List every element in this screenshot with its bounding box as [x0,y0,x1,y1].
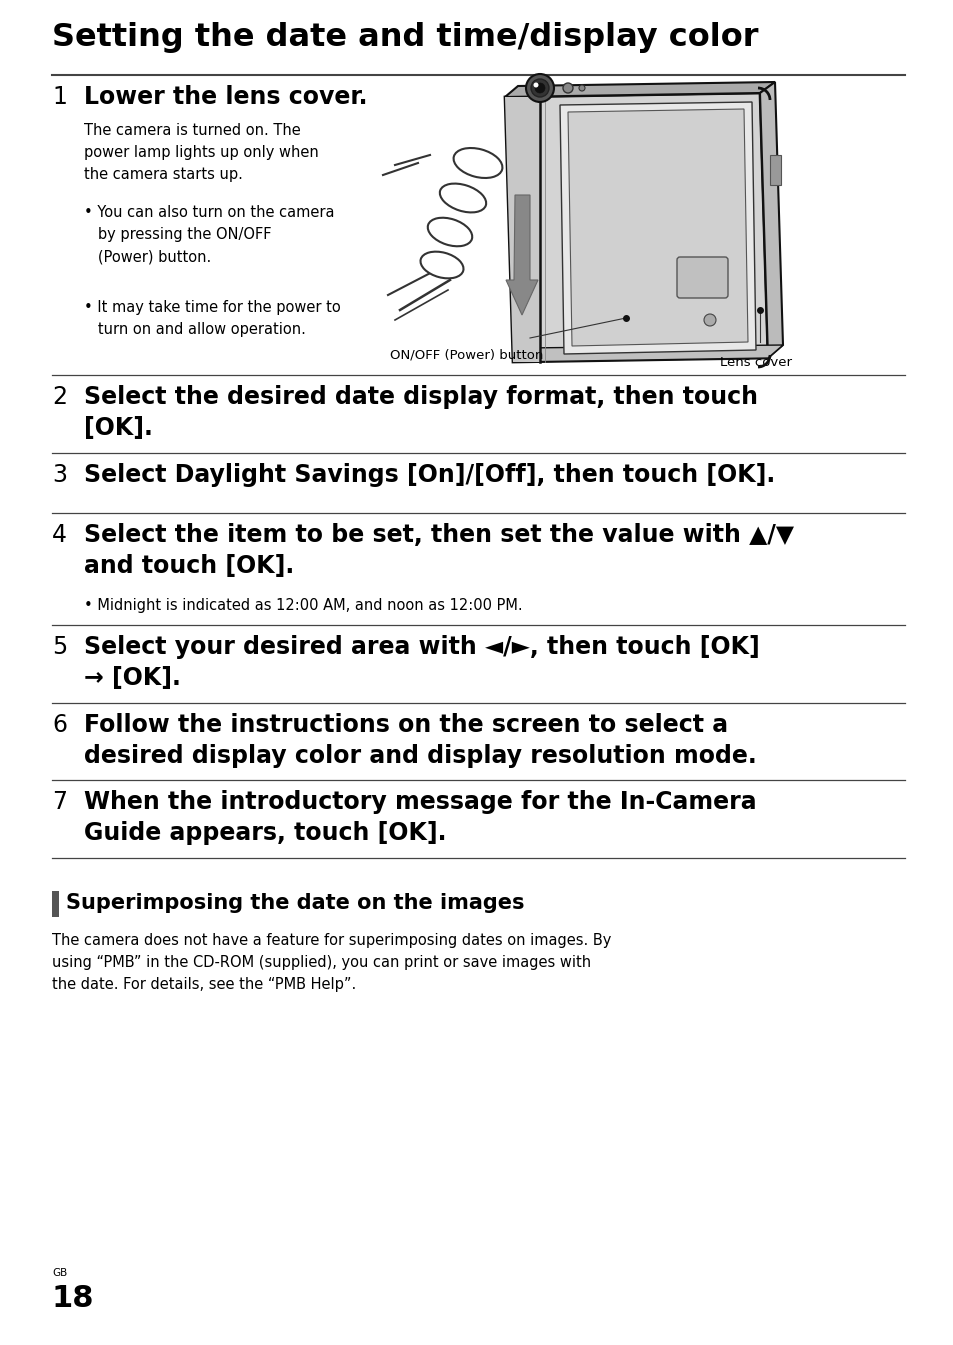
Text: • Midnight is indicated as 12:00 AM, and noon as 12:00 PM.: • Midnight is indicated as 12:00 AM, and… [84,599,522,613]
Text: Lens cover: Lens cover [720,356,791,369]
Text: 7: 7 [52,790,67,814]
FancyBboxPatch shape [677,257,727,299]
Polygon shape [504,82,774,97]
Text: Lower the lens cover.: Lower the lens cover. [84,85,367,109]
Polygon shape [513,346,782,362]
Text: 2: 2 [52,385,67,409]
Text: Select Daylight Savings [On]/[Off], then touch [OK].: Select Daylight Savings [On]/[Off], then… [84,463,775,487]
Text: Follow the instructions on the screen to select a
desired display color and disp: Follow the instructions on the screen to… [84,713,756,768]
Bar [769,155,781,186]
Polygon shape [760,82,782,358]
Text: 5: 5 [52,635,67,659]
Circle shape [703,313,716,325]
Bar [52,890,59,917]
Polygon shape [505,195,537,315]
Text: The camera is turned on. The
power lamp lights up only when
the camera starts up: The camera is turned on. The power lamp … [84,122,318,183]
Text: Select the desired date display format, then touch
[OK].: Select the desired date display format, … [84,385,758,440]
Circle shape [578,85,584,91]
Polygon shape [504,93,767,362]
Text: • You can also turn on the camera
   by pressing the ON/OFF
   (Power) button.: • You can also turn on the camera by pre… [84,204,335,265]
Text: 1: 1 [52,85,67,109]
Text: 4: 4 [52,523,67,547]
Text: Select your desired area with ◄/►, then touch [OK]
→ [OK].: Select your desired area with ◄/►, then … [84,635,759,690]
Polygon shape [504,97,539,362]
Ellipse shape [439,183,486,213]
Text: Superimposing the date on the images: Superimposing the date on the images [66,893,524,913]
Text: GB: GB [52,1268,67,1278]
Text: The camera does not have a feature for superimposing dates on images. By
using “: The camera does not have a feature for s… [52,933,611,993]
Polygon shape [559,102,755,354]
Ellipse shape [427,218,472,246]
Circle shape [525,74,554,102]
Ellipse shape [420,252,463,278]
Circle shape [531,79,548,97]
Text: 6: 6 [52,713,67,737]
Text: 3: 3 [52,463,67,487]
Polygon shape [567,109,747,346]
Text: When the introductory message for the In-Camera
Guide appears, touch [OK].: When the introductory message for the In… [84,790,756,845]
Circle shape [533,82,537,87]
Text: Setting the date and time/display color: Setting the date and time/display color [52,22,758,52]
Circle shape [562,83,573,93]
Text: ON/OFF (Power) button: ON/OFF (Power) button [390,348,543,360]
Text: 18: 18 [52,1284,94,1313]
Ellipse shape [453,148,502,178]
Text: Select the item to be set, then set the value with ▲/▼
and touch [OK].: Select the item to be set, then set the … [84,523,793,577]
Text: • It may take time for the power to
   turn on and allow operation.: • It may take time for the power to turn… [84,300,340,338]
Circle shape [535,83,544,93]
